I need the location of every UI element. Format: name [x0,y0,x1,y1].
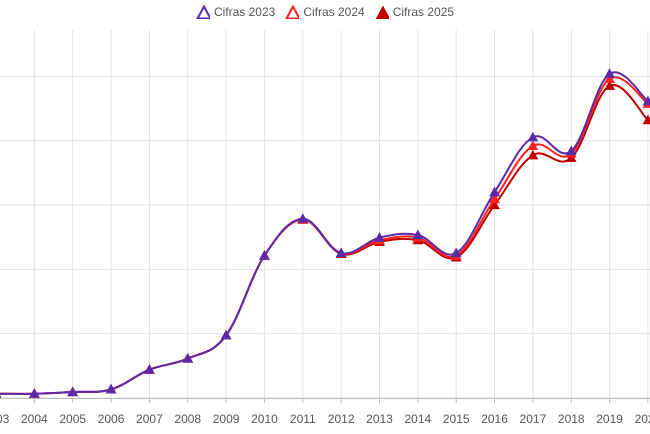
data-point [604,73,615,84]
triangle-icon [196,5,210,19]
x-tick-label: 2010 [251,412,278,426]
data-point [450,247,462,258]
legend-label: Cifras 2025 [392,5,455,19]
data-point [565,145,577,156]
data-point [297,213,309,223]
x-tick-label: 2008 [174,412,201,426]
x-tick-label: 2020 [635,412,650,426]
data-point [489,186,500,197]
series-line [0,84,649,395]
legend-item[interactable]: Cifras 2024 [285,5,365,19]
x-tick-label: 2018 [558,412,585,426]
data-point [29,388,40,398]
data-point [144,364,155,374]
x-tick-label: 2012 [328,412,355,426]
x-tick-label: 2017 [520,412,547,426]
triangle-icon [375,5,389,19]
data-point [527,140,539,150]
x-tick-label: 2007 [136,412,163,426]
data-point [105,383,117,394]
legend: Cifras 2023 Cifras 2024 Cifras 2025 [0,5,650,19]
legend-marker-shape [196,5,210,19]
x-tick-label: 2003 [0,412,10,426]
series-cifras-2024 [0,73,650,398]
series-line [0,71,649,395]
legend-marker-shape [285,5,300,19]
data-point [604,80,615,90]
x-tick-label: 2009 [213,412,240,426]
legend-item[interactable]: Cifras 2023 [196,5,275,19]
triangle-icon [285,5,300,19]
data-point [67,386,79,397]
data-point [374,232,385,242]
x-tick-label: 2005 [59,412,86,426]
data-point [259,250,270,260]
x-tick-label: 2006 [98,412,125,426]
data-point [642,95,650,106]
x-tick-label: 2013 [366,412,393,426]
series-cifras-2023 [0,68,650,398]
x-tick-label: 2014 [404,412,431,426]
data-point [412,229,424,240]
x-tick-label: 2004 [21,412,48,426]
data-point [335,247,347,258]
gridlines [0,30,650,399]
legend-item[interactable]: Cifras 2025 [375,5,454,19]
data-point [220,329,232,340]
legend-label: Cifras 2024 [303,5,365,19]
legend-marker-shape [375,5,389,19]
data-point [489,199,500,210]
data-point [642,114,650,125]
data-point [182,353,194,363]
data-point [604,68,615,78]
x-tick-label: 2015 [443,412,470,426]
data-point [0,395,2,398]
legend-label: Cifras 2023 [213,5,276,19]
x-tick-label: 2019 [596,412,623,426]
data-point [527,131,539,142]
data-point [527,149,539,160]
x-tick-label: 2011 [290,412,316,426]
data-point [489,193,500,204]
x-tick-label: 2016 [481,412,508,426]
